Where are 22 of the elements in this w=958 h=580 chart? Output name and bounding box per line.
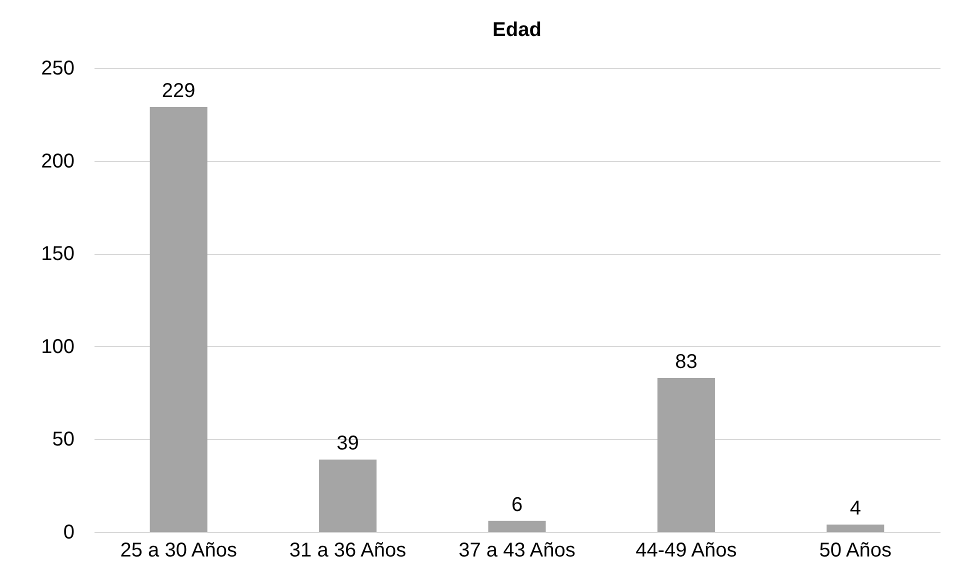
data-label: 83 xyxy=(675,350,698,373)
x-tick-label: 44-49 Años xyxy=(636,540,737,562)
bar xyxy=(826,524,884,532)
data-label: 6 xyxy=(511,494,523,516)
bar xyxy=(150,106,208,532)
y-tick-label: 100 xyxy=(41,336,74,358)
y-tick-label: 250 xyxy=(41,58,74,80)
x-tick-label: 37 a 43 Años xyxy=(458,540,576,562)
bar xyxy=(488,520,546,532)
x-tick-label: 50 Años xyxy=(819,540,892,562)
data-label: 4 xyxy=(850,498,861,520)
bar xyxy=(657,378,715,532)
data-label: 39 xyxy=(336,432,359,455)
x-tick-label: 25 a 30 Años xyxy=(120,540,237,562)
y-tick-label: 200 xyxy=(41,150,74,172)
y-tick-label: 50 xyxy=(52,428,74,451)
data-label: 229 xyxy=(162,80,196,102)
y-tick-label: 0 xyxy=(63,522,74,544)
y-tick-label: 150 xyxy=(41,243,74,266)
chart-title: Edad xyxy=(492,19,542,41)
x-tick-label: 31 a 36 Años xyxy=(289,540,406,562)
bar xyxy=(319,460,377,532)
